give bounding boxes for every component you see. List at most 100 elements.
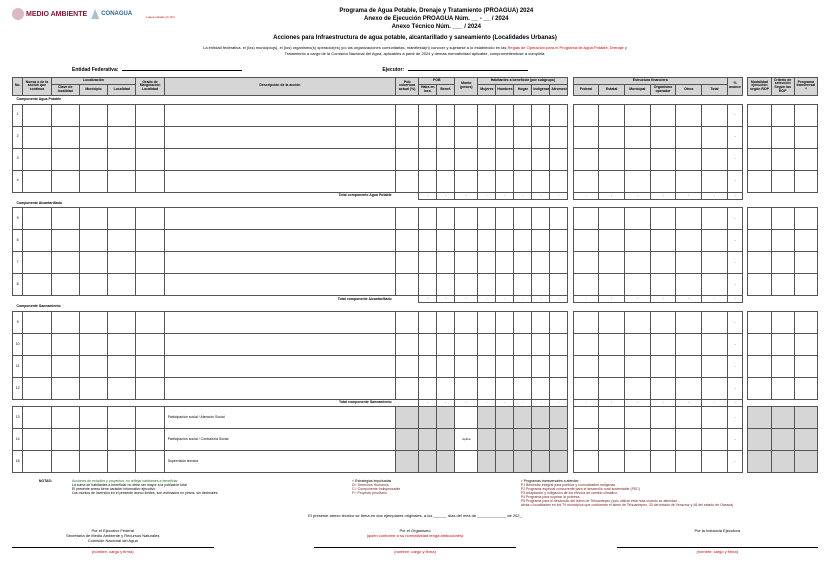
cell[interactable]	[650, 208, 676, 230]
cell[interactable]	[51, 451, 79, 473]
cell[interactable]	[437, 148, 455, 170]
cell[interactable]	[573, 312, 599, 334]
cell[interactable]	[23, 312, 51, 334]
cell[interactable]	[136, 274, 164, 296]
cell[interactable]	[496, 429, 514, 451]
cell[interactable]	[478, 126, 496, 148]
cell[interactable]	[573, 252, 599, 274]
cell[interactable]	[532, 170, 550, 192]
cell[interactable]	[496, 170, 514, 192]
cell[interactable]	[136, 356, 164, 378]
cell[interactable]	[455, 407, 478, 429]
cell[interactable]	[455, 378, 478, 400]
cell[interactable]	[624, 170, 650, 192]
cell[interactable]	[164, 148, 395, 170]
cell[interactable]	[748, 451, 771, 473]
cell[interactable]	[650, 252, 676, 274]
cell[interactable]: -	[727, 429, 742, 451]
cell[interactable]	[676, 208, 702, 230]
cell[interactable]	[437, 230, 455, 252]
cell[interactable]	[396, 407, 419, 429]
cell[interactable]	[136, 208, 164, 230]
cell[interactable]	[419, 451, 437, 473]
cell[interactable]	[550, 126, 568, 148]
cell[interactable]	[702, 274, 728, 296]
cell[interactable]	[136, 170, 164, 192]
cell[interactable]	[650, 451, 676, 473]
cell[interactable]	[624, 378, 650, 400]
cell[interactable]	[23, 356, 51, 378]
cell[interactable]	[624, 334, 650, 356]
cell[interactable]	[771, 230, 794, 252]
cell[interactable]	[702, 126, 728, 148]
cell[interactable]	[532, 252, 550, 274]
cell[interactable]	[532, 208, 550, 230]
cell[interactable]	[550, 312, 568, 334]
cell[interactable]	[794, 429, 817, 451]
cell[interactable]	[624, 312, 650, 334]
cell[interactable]	[550, 451, 568, 473]
cell[interactable]	[396, 429, 419, 451]
cell[interactable]	[396, 274, 419, 296]
cell[interactable]	[23, 407, 51, 429]
cell[interactable]	[599, 334, 625, 356]
cell[interactable]	[573, 126, 599, 148]
cell[interactable]	[478, 429, 496, 451]
cell[interactable]	[748, 334, 771, 356]
cell[interactable]	[702, 312, 728, 334]
cell[interactable]	[419, 104, 437, 126]
cell[interactable]	[419, 274, 437, 296]
cell[interactable]	[79, 252, 107, 274]
cell[interactable]	[532, 230, 550, 252]
cell[interactable]	[437, 356, 455, 378]
cell[interactable]	[79, 407, 107, 429]
cell[interactable]	[51, 126, 79, 148]
cell[interactable]	[532, 148, 550, 170]
cell[interactable]	[771, 148, 794, 170]
cell[interactable]	[514, 148, 532, 170]
cell[interactable]	[550, 148, 568, 170]
cell[interactable]	[794, 170, 817, 192]
cell[interactable]	[624, 451, 650, 473]
cell[interactable]	[419, 126, 437, 148]
cell[interactable]	[437, 104, 455, 126]
cell[interactable]: -	[727, 451, 742, 473]
cell[interactable]	[164, 208, 395, 230]
cell[interactable]: -	[727, 356, 742, 378]
cell[interactable]	[650, 378, 676, 400]
cell[interactable]	[164, 126, 395, 148]
cell[interactable]	[79, 274, 107, 296]
cell[interactable]	[79, 378, 107, 400]
cell[interactable]	[419, 312, 437, 334]
cell[interactable]	[771, 356, 794, 378]
cell[interactable]	[136, 429, 164, 451]
cell[interactable]	[599, 208, 625, 230]
cell[interactable]	[599, 356, 625, 378]
cell[interactable]	[702, 356, 728, 378]
cell[interactable]	[496, 312, 514, 334]
cell[interactable]	[478, 252, 496, 274]
cell[interactable]	[108, 334, 136, 356]
cell[interactable]	[573, 274, 599, 296]
cell[interactable]	[108, 356, 136, 378]
cell[interactable]: -	[727, 230, 742, 252]
cell[interactable]	[396, 104, 419, 126]
cell[interactable]	[437, 451, 455, 473]
cell[interactable]	[437, 429, 455, 451]
cell[interactable]	[23, 429, 51, 451]
cell[interactable]	[702, 407, 728, 429]
cell[interactable]	[396, 334, 419, 356]
cell[interactable]	[136, 312, 164, 334]
cell[interactable]	[51, 356, 79, 378]
cell[interactable]	[136, 378, 164, 400]
cell[interactable]	[455, 334, 478, 356]
cell[interactable]	[624, 208, 650, 230]
cell[interactable]	[573, 170, 599, 192]
cell[interactable]	[419, 334, 437, 356]
cell[interactable]	[23, 252, 51, 274]
cell[interactable]	[478, 274, 496, 296]
cell[interactable]	[23, 451, 51, 473]
cell[interactable]	[771, 334, 794, 356]
cell[interactable]	[108, 274, 136, 296]
cell[interactable]	[748, 252, 771, 274]
